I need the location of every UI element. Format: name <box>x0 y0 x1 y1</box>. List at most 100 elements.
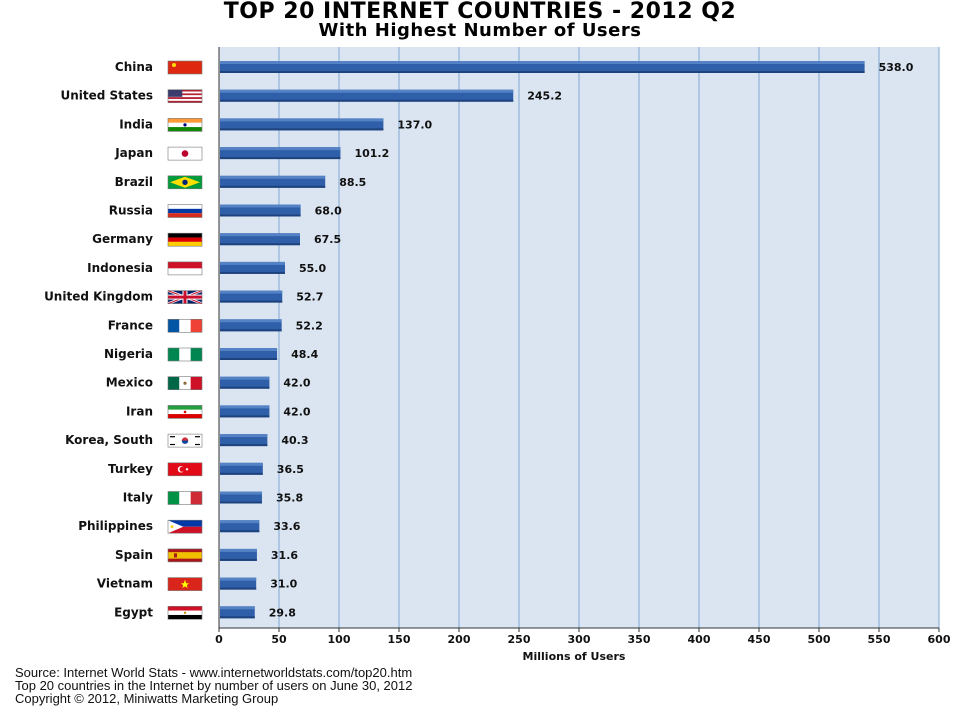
category-label: Spain <box>115 548 153 562</box>
x-tick-label: 450 <box>748 633 771 646</box>
category-label: Vietnam <box>97 577 153 591</box>
value-label: 101.2 <box>354 147 389 160</box>
value-label: 538.0 <box>879 61 914 74</box>
x-tick-label: 300 <box>568 633 591 646</box>
category-label: Japan <box>114 146 153 160</box>
united-kingdom-flag-icon <box>167 289 203 305</box>
value-label: 35.8 <box>276 492 303 505</box>
bar-highlight <box>220 319 282 323</box>
bar <box>220 118 384 131</box>
category-label: Germany <box>92 232 153 246</box>
bar-highlight <box>220 61 865 64</box>
category-label: Nigeria <box>104 347 153 361</box>
x-tick-label: 350 <box>628 633 651 646</box>
x-tick-label: 500 <box>808 633 831 646</box>
x-tick-label: 400 <box>688 633 711 646</box>
category-label: Philippines <box>78 519 153 533</box>
japan-flag-icon <box>167 146 203 161</box>
bar-highlight <box>220 118 384 122</box>
category-label: United Kingdom <box>44 290 153 304</box>
category-label: Italy <box>123 491 153 505</box>
x-tick-label: 200 <box>448 633 471 646</box>
bar-highlight <box>220 376 270 380</box>
vietnam-flag-icon <box>167 577 203 591</box>
value-label: 245.2 <box>527 90 562 103</box>
bar-highlight <box>220 261 285 265</box>
category-label: Brazil <box>115 175 153 189</box>
category-label: India <box>119 117 153 131</box>
category-label: Mexico <box>106 376 153 390</box>
bar-shadow <box>220 243 300 246</box>
x-tick-label: 0 <box>215 633 223 646</box>
bar-highlight <box>220 89 514 93</box>
footer-source: Source: Internet World Stats - www.inter… <box>15 665 413 680</box>
bar-shadow <box>220 271 285 274</box>
bar-shadow <box>220 587 257 590</box>
indonesia-flag-icon <box>167 261 203 276</box>
turkey-flag-icon <box>167 462 203 477</box>
bar-shadow <box>220 530 260 533</box>
egypt-flag-icon <box>167 605 203 620</box>
value-label: 137.0 <box>397 118 432 131</box>
bar-highlight <box>220 233 300 237</box>
value-label: 88.5 <box>339 176 366 189</box>
x-tick-label: 550 <box>868 633 891 646</box>
mexico-flag-icon <box>167 376 203 391</box>
united-states-flag-icon <box>167 89 203 103</box>
brazil-flag-icon <box>167 175 203 190</box>
x-tick-label: 50 <box>271 633 287 646</box>
bar-shadow <box>220 329 282 332</box>
x-tick-label: 250 <box>508 633 531 646</box>
bar-highlight <box>220 175 326 179</box>
bar-shadow <box>220 501 262 504</box>
france-flag-icon <box>167 318 203 333</box>
bar-highlight <box>220 491 262 495</box>
bar-shadow <box>220 185 326 188</box>
x-tick-label: 150 <box>388 633 411 646</box>
bar-highlight <box>220 290 283 294</box>
spain-flag-icon <box>167 548 203 563</box>
bar-shadow <box>220 300 283 303</box>
category-label: Turkey <box>108 462 153 476</box>
category-label: France <box>108 318 153 332</box>
value-label: 36.5 <box>277 463 304 476</box>
category-label: Iran <box>126 404 153 418</box>
category-label: United States <box>60 89 153 103</box>
india-flag-icon <box>167 118 203 132</box>
bar-shadow <box>220 214 301 217</box>
bar-highlight <box>220 577 257 581</box>
footer-note: Top 20 countries in the Internet by numb… <box>15 678 413 693</box>
bar-shadow <box>220 415 270 418</box>
bar-highlight <box>220 462 263 466</box>
bar-shadow <box>220 616 255 619</box>
value-label: 42.0 <box>283 405 310 418</box>
value-label: 48.4 <box>291 348 318 361</box>
value-label: 67.5 <box>314 233 341 246</box>
value-label: 31.0 <box>270 578 297 591</box>
bar-shadow <box>220 558 257 561</box>
x-tick-label: 100 <box>328 633 351 646</box>
bar-shadow <box>220 157 341 160</box>
bar-shadow <box>220 71 865 73</box>
china-flag-icon <box>167 60 203 75</box>
germany-flag-icon <box>167 232 203 247</box>
value-label: 33.6 <box>273 520 300 533</box>
value-label: 40.3 <box>281 434 308 447</box>
korea-south-flag-icon <box>167 433 203 448</box>
bar-highlight <box>220 348 278 351</box>
bar-shadow <box>220 472 263 475</box>
x-axis-title: Millions of Users <box>523 650 626 663</box>
value-label: 52.7 <box>296 291 323 304</box>
philippines-flag-icon <box>167 519 203 534</box>
chart-subtitle: With Highest Number of Users <box>318 20 642 41</box>
bar-highlight <box>220 405 270 409</box>
bar-highlight <box>220 147 341 151</box>
iran-flag-icon <box>167 405 203 419</box>
bar-highlight <box>220 520 260 524</box>
bar-shadow <box>220 99 514 102</box>
bar-shadow <box>220 128 384 131</box>
category-label: Korea, South <box>65 433 153 447</box>
value-label: 52.2 <box>296 319 323 332</box>
bar-shadow <box>220 358 278 360</box>
italy-flag-icon <box>167 491 203 505</box>
